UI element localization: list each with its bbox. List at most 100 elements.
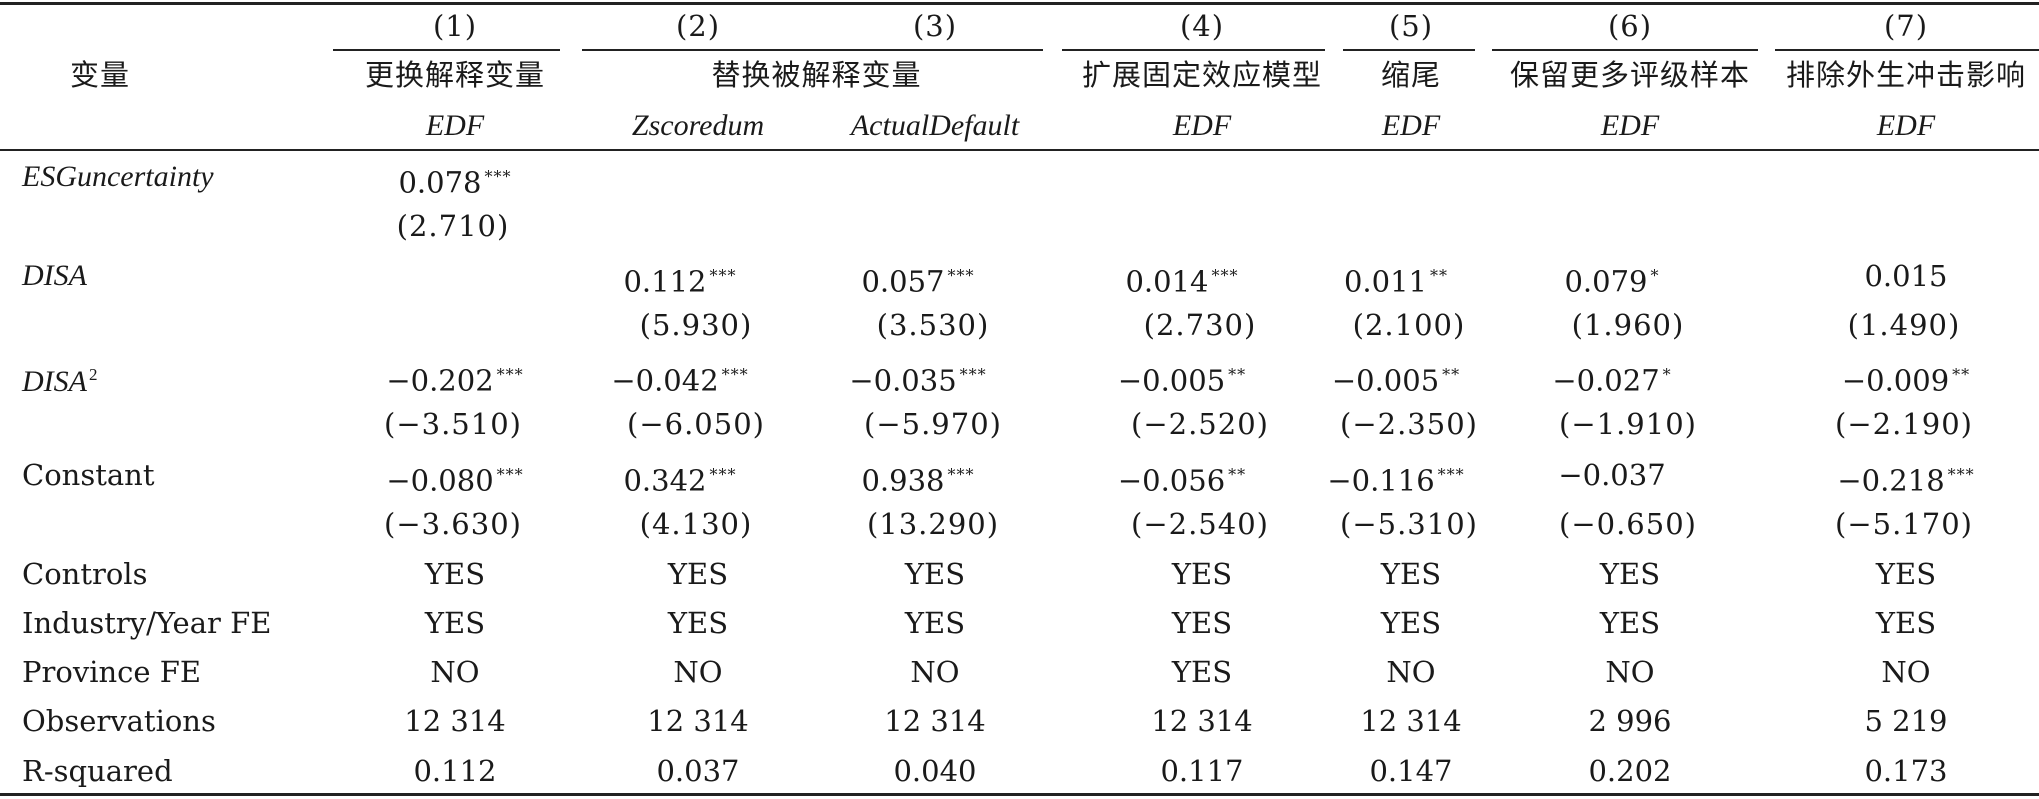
footer-value: 0.202: [1588, 754, 1672, 788]
coefficient: 0.342 ***: [623, 458, 736, 498]
footer-value: YES: [904, 606, 966, 640]
coefficient: −0.009 **: [1842, 358, 1970, 398]
coefficient: −0.035 ***: [849, 358, 986, 398]
footer-value: YES: [1171, 606, 1233, 640]
superscript: 2: [88, 365, 98, 384]
significance-stars: ***: [496, 465, 524, 484]
significance-stars: ***: [709, 465, 737, 484]
column-number: (1): [432, 9, 478, 43]
t-statistic: (2.710): [396, 209, 510, 243]
footer-label: Controls: [22, 557, 148, 591]
footer-value: NO: [1386, 655, 1436, 689]
footer-value: 12 314: [647, 704, 749, 738]
row-label: ESGuncertainty: [22, 160, 214, 193]
coefficient: −0.080 ***: [386, 458, 523, 498]
group-label: 缩尾: [1380, 58, 1442, 92]
group-label: 排除外生冲击影响: [1785, 58, 2027, 92]
coefficient-value: −0.116: [1327, 463, 1435, 498]
group-underline: [1062, 49, 1325, 51]
group-underline: [1492, 49, 1758, 51]
t-statistic: (2.100): [1352, 308, 1466, 342]
significance-stars: ***: [484, 167, 512, 186]
significance-stars: ***: [947, 465, 975, 484]
footer-value: YES: [1875, 557, 1937, 591]
group-label: 扩展固定效应模型: [1081, 58, 1323, 92]
coefficient: −0.116 ***: [1327, 458, 1464, 498]
coefficient-value: −0.056: [1117, 463, 1226, 498]
footer-value: 12 314: [404, 704, 506, 738]
significance-stars: **: [1430, 266, 1449, 285]
t-statistic: (−6.050): [627, 407, 765, 441]
group-underline: [333, 49, 560, 51]
coefficient-value: −0.009: [1841, 363, 1950, 398]
footer-value: NO: [430, 655, 480, 689]
t-statistic: (−1.910): [1559, 407, 1697, 441]
footer-value: YES: [1599, 557, 1661, 591]
footer-value: YES: [1171, 655, 1233, 689]
footer-value: YES: [1599, 606, 1661, 640]
coefficient: 0.011 **: [1344, 259, 1448, 299]
significance-stars: ***: [1211, 266, 1239, 285]
t-statistic: (−2.190): [1835, 407, 1973, 441]
t-statistic: (4.130): [639, 507, 753, 541]
footer-value: NO: [1605, 655, 1655, 689]
row-label: DISA: [22, 259, 87, 292]
footer-value: 0.040: [893, 754, 977, 788]
t-statistic: (−3.630): [384, 507, 522, 541]
footer-value: YES: [1380, 557, 1442, 591]
footer-value: NO: [673, 655, 723, 689]
coefficient-value: −0.037: [1558, 458, 1666, 492]
t-statistic: (−2.350): [1340, 407, 1478, 441]
coefficient: 0.015: [1864, 259, 1947, 293]
coefficient-value: −0.218: [1837, 463, 1945, 498]
coefficient-value: 0.342: [623, 463, 707, 498]
footer-value: 12 314: [884, 704, 986, 738]
significance-stars: **: [1228, 465, 1247, 484]
coefficient-value: 0.079: [1564, 264, 1648, 299]
t-statistic: (−5.970): [864, 407, 1002, 441]
footer-value: YES: [424, 606, 486, 640]
t-statistic: (−2.540): [1131, 507, 1269, 541]
coefficient: −0.056 **: [1118, 458, 1246, 498]
header-rule: [0, 149, 2039, 151]
footer-value: YES: [1380, 606, 1442, 640]
column-number: (4): [1179, 9, 1225, 43]
footer-value: 0.147: [1369, 754, 1453, 788]
coefficient: −0.037: [1558, 458, 1665, 492]
coefficient: −0.218 ***: [1837, 458, 1974, 498]
significance-stars: ***: [709, 266, 737, 285]
t-statistic: (2.730): [1143, 308, 1257, 342]
variable-header: 变量: [69, 58, 131, 92]
coefficient: −0.027 *: [1552, 358, 1671, 398]
footer-label: R-squared: [22, 754, 173, 788]
coefficient-value: 0.078: [398, 165, 482, 200]
footer-value: NO: [1881, 655, 1931, 689]
dependent-variable: EDF: [1381, 109, 1441, 142]
footer-label: Industry/Year FE: [22, 606, 272, 640]
coefficient-value: −0.005: [1117, 363, 1226, 398]
column-number: (2): [675, 9, 721, 43]
footer-value: YES: [1875, 606, 1937, 640]
column-number: (7): [1883, 9, 1929, 43]
footer-value: 0.112: [413, 754, 497, 788]
footer-value: 0.037: [656, 754, 740, 788]
t-statistic: (1.490): [1847, 308, 1961, 342]
significance-stars: ***: [1437, 465, 1465, 484]
coefficient-value: −0.202: [386, 363, 494, 398]
footer-value: 12 314: [1360, 704, 1462, 738]
column-number: (5): [1388, 9, 1434, 43]
dependent-variable: EDF: [1600, 109, 1660, 142]
coefficient-value: −0.080: [386, 463, 494, 498]
significance-stars: ***: [721, 365, 749, 384]
coefficient: 0.014 ***: [1125, 259, 1238, 299]
top-rule: [0, 2, 2039, 5]
significance-stars: **: [1228, 365, 1247, 384]
coefficient-value: −0.042: [611, 363, 719, 398]
footer-value: 2 996: [1588, 704, 1672, 738]
coefficient-value: 0.057: [861, 264, 945, 299]
t-statistic: (3.530): [876, 308, 990, 342]
footer-value: 5 219: [1864, 704, 1948, 738]
t-statistic: (−5.310): [1340, 507, 1478, 541]
footer-value: YES: [667, 557, 729, 591]
coefficient: −0.202 ***: [386, 358, 523, 398]
